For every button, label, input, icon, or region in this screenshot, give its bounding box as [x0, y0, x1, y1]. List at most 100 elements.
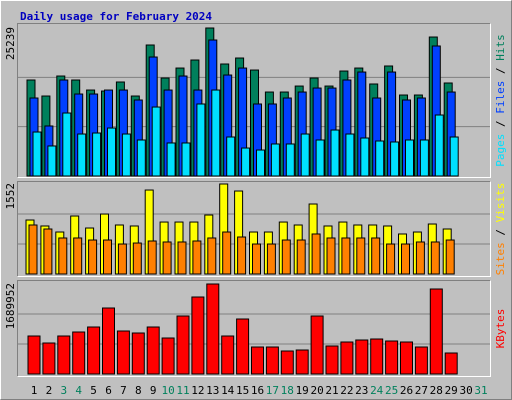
bar [62, 112, 72, 177]
x-tick-label: 15 [236, 384, 249, 397]
x-tick-label: 7 [120, 384, 127, 397]
x-tick-label: 30 [459, 384, 472, 397]
panel-bevel-dark [17, 280, 491, 377]
bar [222, 231, 232, 275]
bar [221, 335, 235, 375]
bar [415, 241, 425, 275]
bar [296, 239, 306, 275]
bar [146, 326, 160, 375]
bar [356, 237, 366, 275]
bar [405, 139, 414, 177]
x-tick-label: 18 [281, 384, 294, 397]
bar [177, 241, 187, 275]
bar [265, 346, 279, 375]
x-tick-label: 16 [251, 384, 264, 397]
bar [241, 147, 251, 177]
y-tick-label: 1552 [4, 183, 17, 210]
bar [375, 140, 385, 177]
bar [390, 141, 400, 177]
bar [103, 239, 112, 275]
x-tick-label: 10 [161, 384, 174, 397]
bar [42, 342, 56, 375]
bar [325, 345, 339, 375]
legend: Sites / Visits [494, 183, 507, 276]
bar [72, 331, 86, 375]
bar [281, 239, 291, 275]
bar [166, 142, 176, 177]
bar [401, 243, 410, 275]
bar [226, 136, 236, 177]
y-tick-label: 1689952 [4, 283, 17, 329]
bar [116, 330, 130, 375]
bar [355, 339, 369, 375]
legend: Pages / Files / Hits [494, 34, 507, 167]
x-tick-label: 13 [206, 384, 219, 397]
legend-entry: Files [494, 81, 507, 114]
bar [236, 318, 250, 375]
bar [32, 131, 42, 177]
chart-title: Daily usage for February 2024 [20, 10, 212, 23]
x-tick-label: 2 [46, 384, 53, 397]
bar [360, 137, 370, 177]
bar [310, 315, 324, 375]
bar [207, 237, 217, 275]
legend-entry: Visits [494, 183, 507, 223]
x-tick-label: 19 [296, 384, 309, 397]
bar [400, 341, 413, 375]
legend-separator: / [494, 114, 507, 134]
bar [131, 332, 145, 375]
panel-bevel-light [17, 280, 491, 377]
bar [92, 132, 102, 177]
bar [47, 145, 57, 177]
bar [326, 237, 336, 275]
bar [370, 338, 384, 375]
legend-entry: Hits [494, 34, 507, 61]
legend-entry: KBytes [494, 309, 507, 349]
bar [251, 346, 264, 375]
bar [430, 241, 440, 275]
bar [191, 296, 205, 375]
bar [147, 240, 157, 275]
legend-entry: Pages [494, 134, 507, 167]
bar [206, 283, 220, 375]
bar [252, 243, 261, 275]
x-tick-label: 11 [176, 384, 189, 397]
x-tick-label: 29 [445, 384, 458, 397]
x-tick-label: 21 [325, 384, 338, 397]
bar [371, 237, 381, 275]
bar [27, 335, 41, 375]
x-tick-label: 22 [340, 384, 353, 397]
bar [181, 142, 191, 177]
legend-separator: / [494, 222, 507, 242]
bar [102, 307, 115, 375]
legend-separator: / [494, 61, 507, 81]
bar [414, 346, 428, 375]
panel-bevel-dark [17, 23, 491, 178]
x-tick-label: 1 [31, 384, 38, 397]
bar [88, 239, 98, 275]
x-tick-label: 12 [191, 384, 204, 397]
bar [266, 243, 276, 275]
x-tick-label: 14 [221, 384, 235, 397]
bar [295, 349, 309, 375]
bar [73, 237, 83, 275]
bar [311, 233, 321, 275]
bar [151, 106, 161, 177]
x-tick-label: 4 [75, 384, 82, 397]
bar [285, 143, 295, 177]
bar [237, 236, 247, 275]
panel-bevel-dark [17, 181, 491, 277]
bar [341, 237, 351, 275]
legend: KBytes [494, 309, 507, 349]
x-tick-label: 24 [370, 384, 384, 397]
x-tick-label: 8 [135, 384, 142, 397]
bar [419, 139, 429, 177]
bar [449, 136, 459, 177]
x-tick-label: 9 [150, 384, 157, 397]
bar [196, 103, 206, 177]
bar [77, 133, 87, 177]
bar [256, 149, 265, 177]
x-tick-label: 31 [474, 384, 487, 397]
legend-entry: Sites [494, 242, 507, 275]
